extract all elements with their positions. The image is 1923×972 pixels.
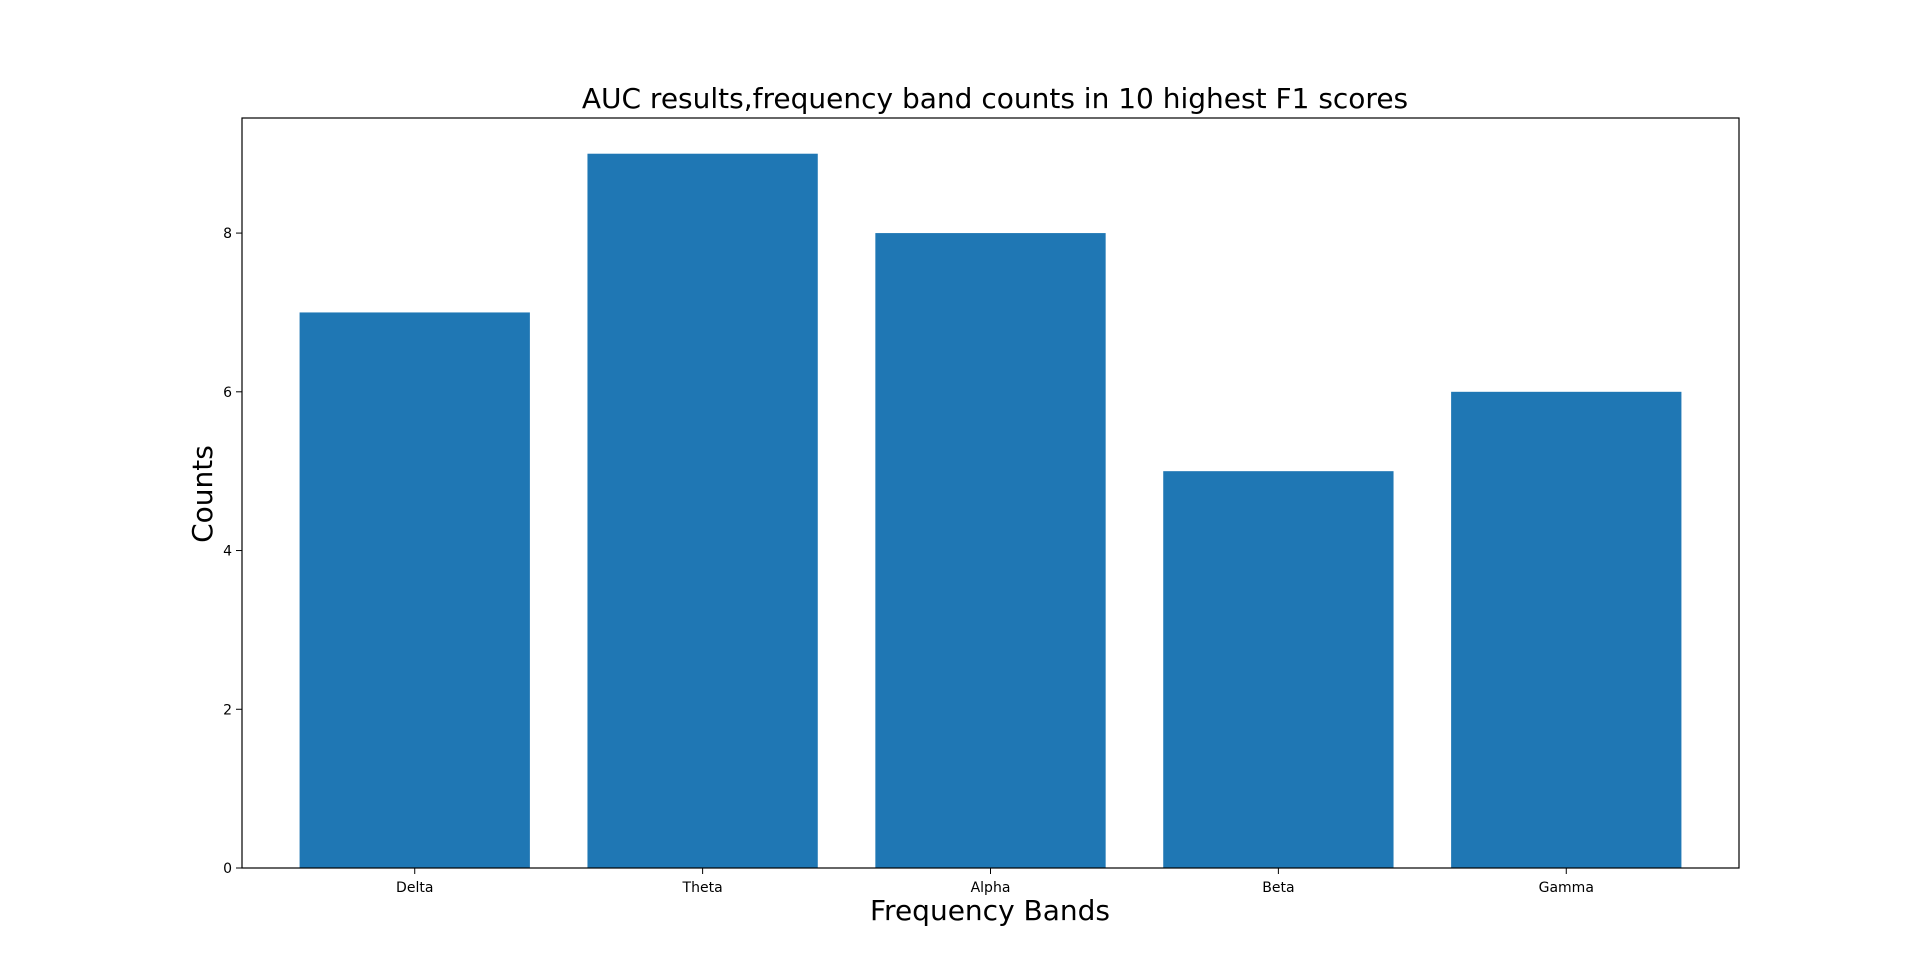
bar-delta xyxy=(299,312,530,868)
y-tick-label: 8 xyxy=(223,226,232,242)
y-tick-label: 2 xyxy=(223,702,232,718)
x-tick-label: Delta xyxy=(396,880,433,896)
x-tick-label: Alpha xyxy=(971,880,1011,896)
bar-theta xyxy=(587,153,818,868)
plot-frame xyxy=(241,117,1740,869)
chart-title: AUC results,frequency band counts in 10 … xyxy=(582,82,1408,115)
x-tick-label: Beta xyxy=(1262,880,1294,896)
bar-alpha xyxy=(875,233,1106,869)
x-ticks-group: Delta Theta Alpha Beta Gamma xyxy=(396,868,1594,896)
x-tick-label: Gamma xyxy=(1539,880,1594,896)
y-axis-label: Counts xyxy=(186,445,219,543)
bars-group xyxy=(299,153,1682,869)
bar-beta xyxy=(1163,471,1394,868)
x-tick-label: Theta xyxy=(682,880,723,896)
y-tick-label: 0 xyxy=(223,861,232,877)
y-tick-label: 6 xyxy=(223,385,232,401)
y-ticks-group: 0 2 4 6 8 xyxy=(223,226,242,877)
bar-gamma xyxy=(1451,391,1682,868)
y-tick-label: 4 xyxy=(223,544,232,560)
x-axis-label: Frequency Bands xyxy=(870,894,1110,927)
